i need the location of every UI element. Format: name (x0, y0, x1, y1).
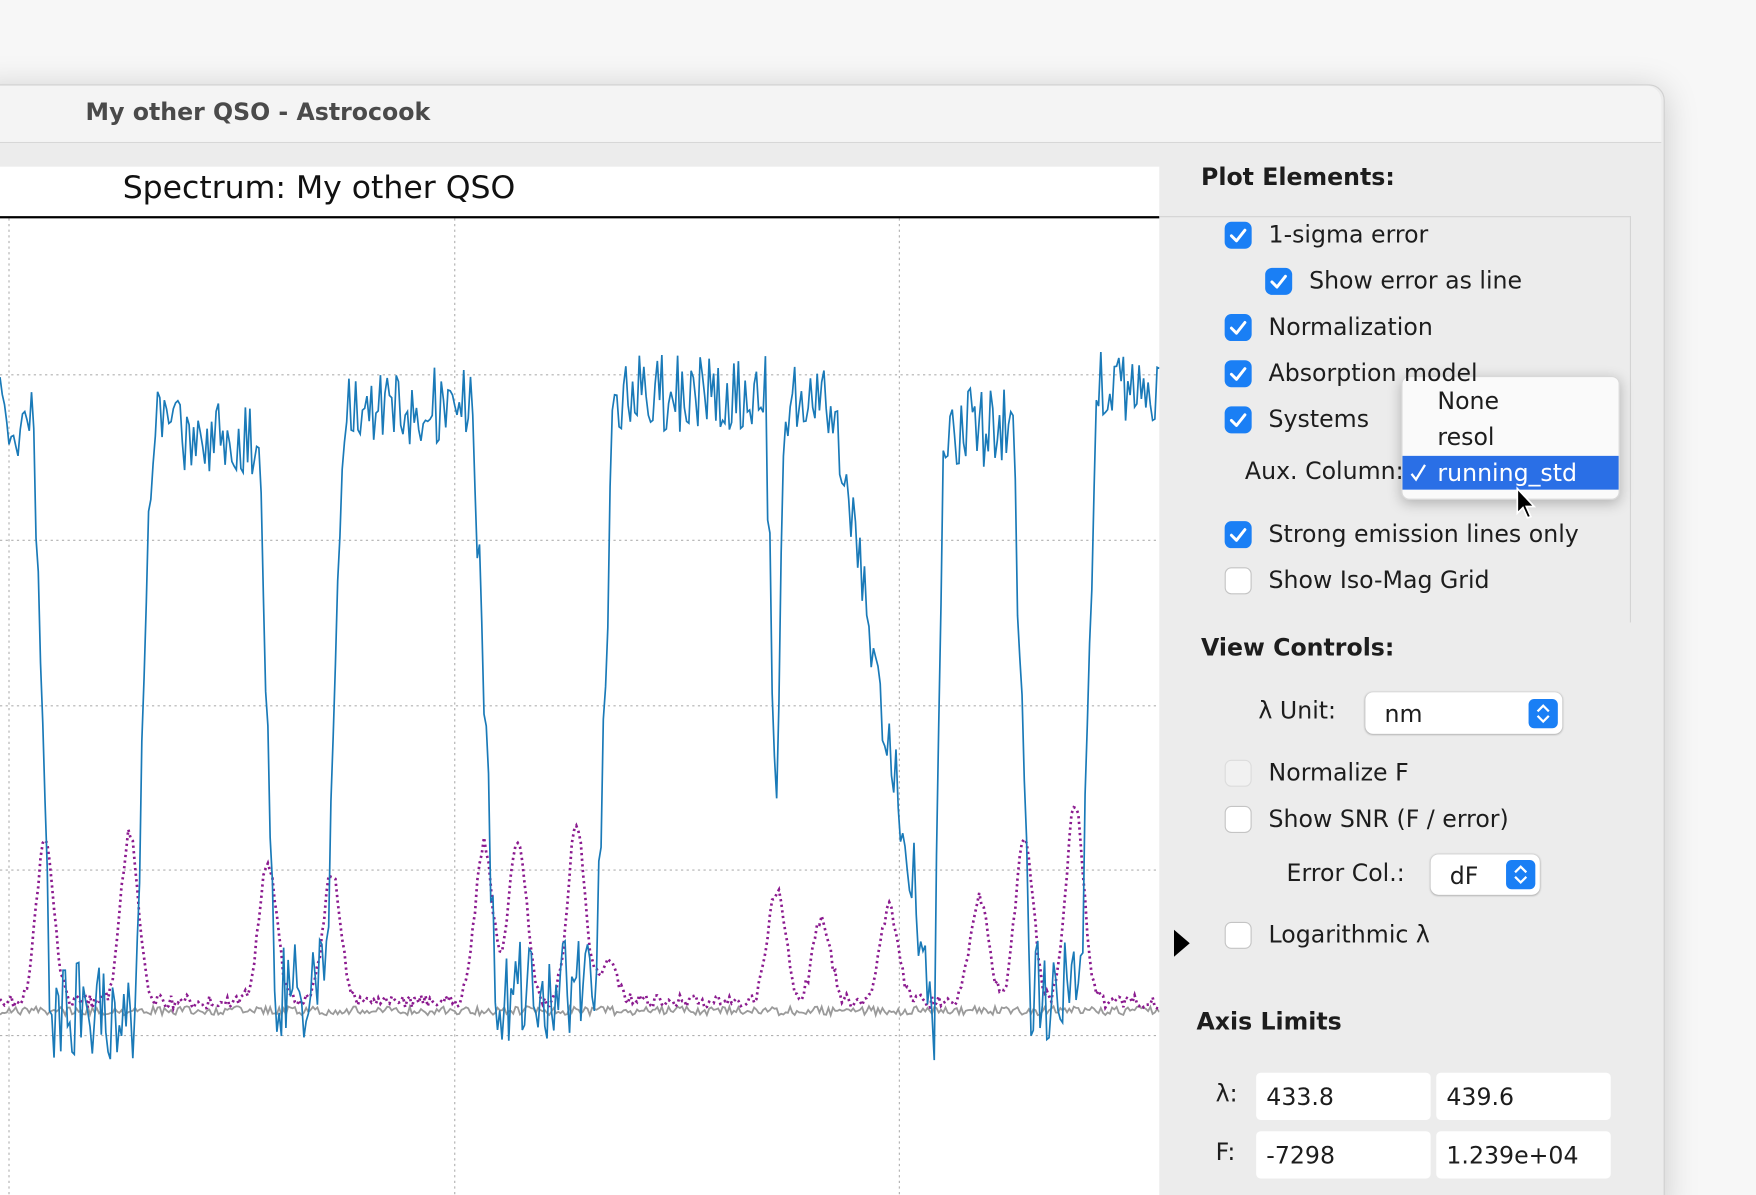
disclosure-triangle[interactable] (1172, 927, 1192, 959)
checkbox-label: Show Iso-Mag Grid (1268, 566, 1490, 594)
select-arrows (1528, 698, 1558, 728)
plot-bg (0, 166, 1160, 1195)
menu-item-label: None (1437, 387, 1500, 415)
checkbox-label: Systems (1268, 405, 1370, 433)
check-icon (1270, 274, 1287, 289)
select-arrows (1506, 859, 1536, 890)
aux-column-label: Aux. Column: (1244, 457, 1404, 485)
aux-column-menu[interactable]: None resol running_std (1401, 375, 1620, 500)
checkbox[interactable] (1224, 360, 1252, 388)
checkbox[interactable] (1224, 314, 1252, 342)
check-icon (1229, 413, 1247, 427)
axis-limit-input[interactable]: 433.8 (1256, 1072, 1431, 1120)
checkbox-label: Show SNR (F / error) (1268, 805, 1509, 833)
error-col-value: dF (1449, 862, 1479, 890)
view-controls-heading: View Controls: (1201, 634, 1395, 662)
aux-line (0, 805, 1160, 1014)
axis-limit-value: 433.8 (1266, 1083, 1334, 1111)
check-icon (1229, 321, 1247, 335)
error-col-label: Error Col.: (1286, 859, 1405, 887)
plot-elements-box (1159, 216, 1631, 623)
checkbox[interactable] (1224, 921, 1252, 949)
axis-limit-input[interactable]: 439.6 (1436, 1072, 1611, 1120)
checkbox-label: Strong emission lines only (1268, 520, 1579, 548)
lambda-unit-select[interactable]: nm (1365, 692, 1563, 734)
error-col-select[interactable]: dF (1430, 854, 1540, 895)
plot-elements-heading: Plot Elements: (1201, 163, 1395, 191)
menu-item[interactable]: resol (1402, 420, 1618, 454)
lambda-unit-value: nm (1384, 700, 1423, 728)
grid (0, 218, 1160, 1195)
checkbox-label: Absorption model (1268, 359, 1478, 387)
checkbox[interactable] (1224, 805, 1252, 833)
check-icon (1410, 464, 1426, 482)
check-icon (1229, 528, 1247, 542)
axis-limit-label: λ: (1215, 1080, 1238, 1108)
check-icon (1229, 228, 1247, 243)
menu-item-label: running_std (1437, 459, 1578, 487)
plot: Spectrum: My other QSO (0, 166, 1160, 1195)
cursor (1516, 486, 1537, 519)
checkbox-label: Logarithmic λ (1268, 921, 1430, 949)
checkbox-label: Show error as line (1309, 267, 1523, 295)
checkbox-label: 1-sigma error (1268, 221, 1429, 249)
axis-limit-value: 1.239e+04 (1446, 1141, 1579, 1169)
checkbox[interactable] (1224, 521, 1252, 549)
menu-item[interactable]: None (1402, 384, 1618, 418)
axis-limit-input[interactable]: 1.239e+04 (1436, 1131, 1611, 1179)
menu-item-label: resol (1437, 423, 1495, 451)
axis-limit-value: 439.6 (1446, 1083, 1515, 1111)
error-line (0, 1002, 1160, 1019)
checkbox[interactable] (1224, 406, 1252, 434)
checkbox-label: Normalize F (1268, 759, 1409, 787)
axis-limit-label: F: (1215, 1138, 1236, 1166)
menu-item[interactable]: running_std (1402, 455, 1619, 490)
checkbox[interactable] (1224, 221, 1252, 249)
axis-limit-value: -7298 (1266, 1141, 1335, 1169)
spectrum (0, 351, 1160, 1061)
axis-limits-heading: Axis Limits (1196, 1007, 1342, 1035)
checkbox[interactable] (1224, 759, 1252, 787)
checkbox[interactable] (1224, 567, 1252, 595)
flux-line (0, 351, 1160, 1061)
checkbox[interactable] (1265, 267, 1293, 295)
lambda-unit-label: λ Unit: (1258, 697, 1337, 725)
axis-limit-input[interactable]: -7298 (1256, 1131, 1431, 1179)
checkbox-label: Normalization (1268, 313, 1433, 341)
plot-title: Spectrum: My other QSO (123, 170, 516, 206)
title-bar (0, 85, 1662, 143)
window-title: My other QSO - Astrocook (85, 98, 431, 126)
check-icon (1229, 367, 1247, 381)
